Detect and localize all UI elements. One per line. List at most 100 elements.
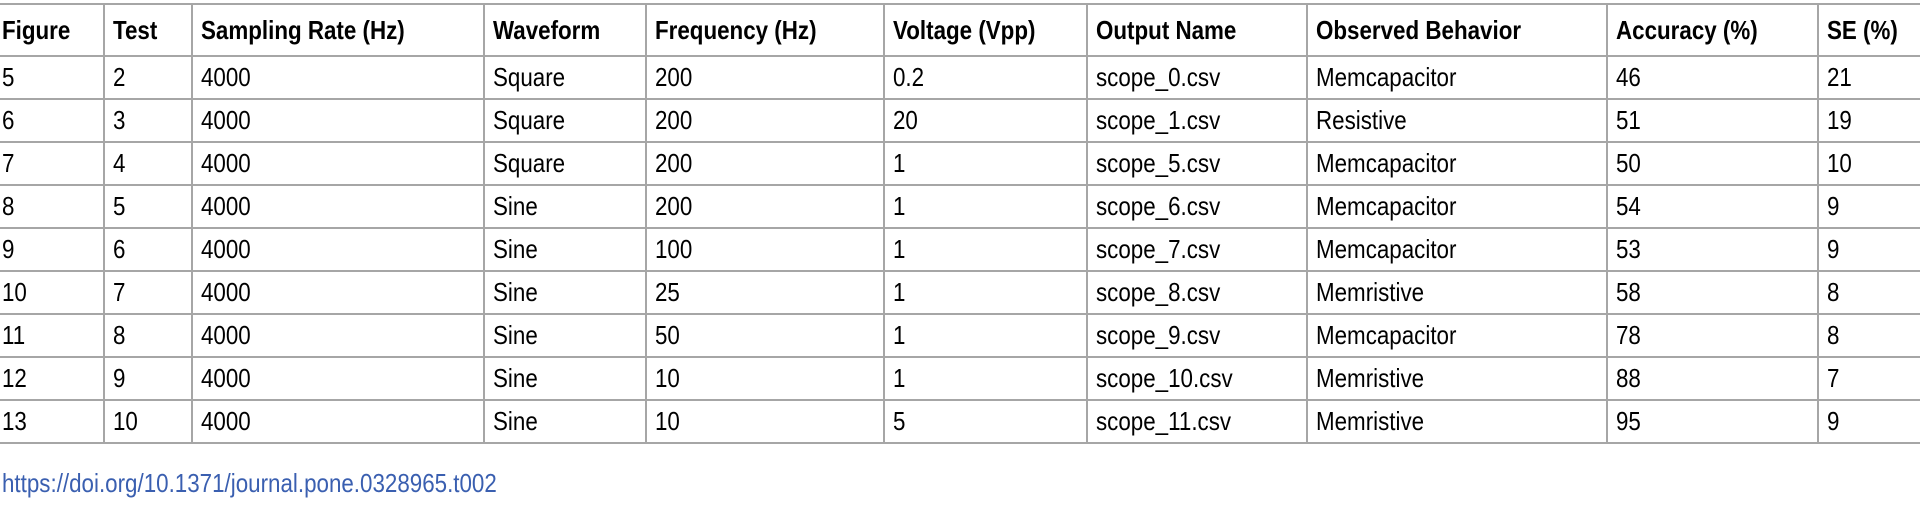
cell-se: 10 [1817, 141, 1920, 186]
cell-voltage: 1 [883, 270, 1088, 315]
header-label: Accuracy (%) [1616, 14, 1758, 45]
cell-voltage: 1 [883, 184, 1088, 229]
cell-value: 9 [1827, 191, 1840, 221]
cell-frequency: 200 [645, 184, 885, 229]
cell-voltage: 5 [883, 399, 1088, 444]
cell-se: 21 [1817, 55, 1920, 100]
cell-output-name: scope_8.csv [1086, 270, 1308, 315]
cell-value: Memristive [1316, 277, 1425, 307]
cell-value: 1 [893, 191, 906, 221]
table-row: 9 6 4000 Sine 100 1 scope_7.csv Memcapacitor 53 9 [0, 227, 1920, 272]
cell-value: 13 [2, 406, 27, 436]
cell-test: 2 [103, 55, 193, 100]
cell-value: 200 [655, 191, 693, 221]
cell-sampling-rate: 4000 [191, 399, 485, 444]
cell-value: 4000 [201, 406, 251, 436]
header-label: Waveform [493, 14, 601, 45]
cell-value: 54 [1616, 191, 1641, 221]
cell-sampling-rate: 4000 [191, 313, 485, 358]
header-label: Voltage (Vpp) [893, 14, 1036, 45]
cell-value: 95 [1616, 406, 1641, 436]
cell-value: 2 [113, 62, 126, 92]
cell-se: 7 [1817, 356, 1920, 401]
table-body: 5 2 4000 Square 200 0.2 scope_0.csv Memcapacito… [0, 55, 1920, 444]
cell-value: 1 [893, 363, 906, 393]
cell-test: 5 [103, 184, 193, 229]
cell-output-name: scope_5.csv [1086, 141, 1308, 186]
cell-value: 4000 [201, 363, 251, 393]
cell-value: Sine [493, 234, 538, 264]
cell-observed-behavior: Memcapacitor [1306, 313, 1608, 358]
cell-frequency: 200 [645, 141, 885, 186]
cell-value: 21 [1827, 62, 1852, 92]
cell-value: 8 [1827, 277, 1840, 307]
column-header-figure: Figure [0, 3, 105, 57]
column-header-se: SE (%) [1817, 3, 1920, 57]
cell-waveform: Sine [483, 399, 647, 444]
cell-value: Memcapacitor [1316, 148, 1457, 178]
cell-sampling-rate: 4000 [191, 270, 485, 315]
cell-figure: 12 [0, 356, 105, 401]
cell-observed-behavior: Memcapacitor [1306, 141, 1608, 186]
cell-value: scope_5.csv [1096, 148, 1221, 178]
cell-value: 4000 [201, 320, 251, 350]
cell-test: 6 [103, 227, 193, 272]
cell-value: 4000 [201, 62, 251, 92]
table-row: 5 2 4000 Square 200 0.2 scope_0.csv Memcapacito… [0, 55, 1920, 100]
cell-se: 9 [1817, 399, 1920, 444]
cell-frequency: 200 [645, 98, 885, 143]
cell-value: 78 [1616, 320, 1641, 350]
cell-voltage: 1 [883, 227, 1088, 272]
table-row: 8 5 4000 Sine 200 1 scope_6.csv Memcapacitor 54 9 [0, 184, 1920, 229]
cell-sampling-rate: 4000 [191, 141, 485, 186]
cell-value: 11 [2, 320, 26, 350]
cell-figure: 8 [0, 184, 105, 229]
cell-output-name: scope_7.csv [1086, 227, 1308, 272]
cell-se: 8 [1817, 270, 1920, 315]
cell-frequency: 50 [645, 313, 885, 358]
cell-value: 19 [1827, 105, 1852, 135]
cell-value: Memcapacitor [1316, 320, 1457, 350]
cell-value: 50 [1616, 148, 1641, 178]
cell-output-name: scope_10.csv [1086, 356, 1308, 401]
table-row: 12 9 4000 Sine 10 1 scope_10.csv Memristive 88 7 [0, 356, 1920, 401]
cell-test: 10 [103, 399, 193, 444]
cell-value: 5 [893, 406, 906, 436]
cell-accuracy: 58 [1606, 270, 1819, 315]
cell-output-name: scope_9.csv [1086, 313, 1308, 358]
cell-value: 50 [655, 320, 680, 350]
cell-output-name: scope_11.csv [1086, 399, 1308, 444]
cell-sampling-rate: 4000 [191, 227, 485, 272]
cell-value: 8 [2, 191, 15, 221]
cell-value: 1 [893, 277, 906, 307]
cell-value: 1 [893, 234, 906, 264]
header-label: Sampling Rate (Hz) [201, 14, 405, 45]
cell-value: 10 [113, 406, 138, 436]
cell-value: Resistive [1316, 105, 1407, 135]
cell-value: 12 [2, 363, 27, 393]
cell-sampling-rate: 4000 [191, 356, 485, 401]
cell-value: Sine [493, 191, 538, 221]
cell-value: 100 [655, 234, 693, 264]
cell-observed-behavior: Memcapacitor [1306, 227, 1608, 272]
cell-value: 200 [655, 105, 693, 135]
cell-voltage: 0.2 [883, 55, 1088, 100]
cell-value: 4000 [201, 148, 251, 178]
cell-output-name: scope_6.csv [1086, 184, 1308, 229]
cell-observed-behavior: Memristive [1306, 356, 1608, 401]
cell-value: 5 [2, 62, 15, 92]
cell-figure: 13 [0, 399, 105, 444]
cell-figure: 6 [0, 98, 105, 143]
doi-link[interactable]: https://doi.org/10.1371/journal.pone.032… [2, 468, 577, 499]
cell-value: 10 [1827, 148, 1852, 178]
column-header-output-name: Output Name [1086, 3, 1308, 57]
cell-value: 7 [113, 277, 126, 307]
cell-value: 6 [2, 105, 15, 135]
cell-value: 51 [1616, 105, 1641, 135]
cell-value: scope_8.csv [1096, 277, 1221, 307]
cell-value: 200 [655, 62, 693, 92]
cell-waveform: Sine [483, 313, 647, 358]
doi-link-text[interactable]: https://doi.org/10.1371/journal.pone.032… [2, 468, 497, 498]
cell-value: 4000 [201, 234, 251, 264]
cell-accuracy: 51 [1606, 98, 1819, 143]
